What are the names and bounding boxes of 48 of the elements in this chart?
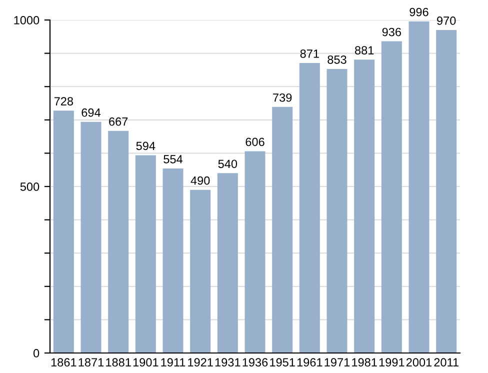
bar (53, 110, 74, 353)
x-tick-label: 1971 (324, 358, 350, 367)
bar (272, 106, 293, 353)
data-label: 936 (382, 28, 401, 36)
data-label: 606 (246, 138, 264, 146)
bar (108, 130, 129, 353)
x-tick-label: 1911 (161, 358, 186, 367)
x-tick-label: 2011 (434, 358, 458, 367)
data-label: 853 (328, 55, 346, 64)
bar (381, 41, 402, 353)
bar (354, 60, 375, 353)
data-label: 490 (190, 176, 210, 185)
bar (436, 30, 457, 353)
bar (326, 68, 348, 353)
x-tick-label: 1931 (215, 358, 240, 367)
data-label: 728 (54, 97, 74, 106)
data-label: 594 (136, 142, 156, 150)
bar (244, 151, 266, 353)
x-tick-label: 1871 (78, 358, 104, 367)
bar (135, 155, 156, 353)
x-tick-label: 1936 (242, 358, 268, 367)
y-tick-label: 1000 (14, 16, 40, 24)
bar (190, 190, 211, 353)
x-tick-label: 1951 (270, 358, 295, 367)
bar (408, 21, 430, 353)
data-label: 540 (218, 160, 238, 168)
bar (80, 122, 102, 353)
bar (299, 62, 320, 353)
data-label: 871 (300, 49, 319, 58)
data-label: 739 (273, 93, 292, 102)
x-tick-label: 1901 (133, 358, 158, 367)
bar (162, 168, 184, 353)
y-tick-label: 500 (20, 182, 40, 191)
data-label: 996 (410, 8, 428, 16)
bar (217, 173, 238, 353)
x-tick-label: 1981 (352, 358, 377, 367)
data-label: 554 (164, 155, 183, 164)
data-label: 970 (437, 16, 456, 25)
x-tick-label: 2001 (406, 358, 432, 367)
data-label: 667 (109, 117, 128, 126)
x-tick-label: 1961 (297, 358, 322, 367)
data-label: 881 (355, 46, 374, 55)
data-label: 694 (82, 108, 101, 117)
x-tick-label: 1861 (51, 358, 76, 367)
x-tick-label: 1991 (379, 358, 404, 367)
x-tick-label: 1881 (106, 358, 131, 367)
x-tick-label: 1921 (188, 358, 213, 367)
y-tick-label: 0 (33, 349, 40, 358)
